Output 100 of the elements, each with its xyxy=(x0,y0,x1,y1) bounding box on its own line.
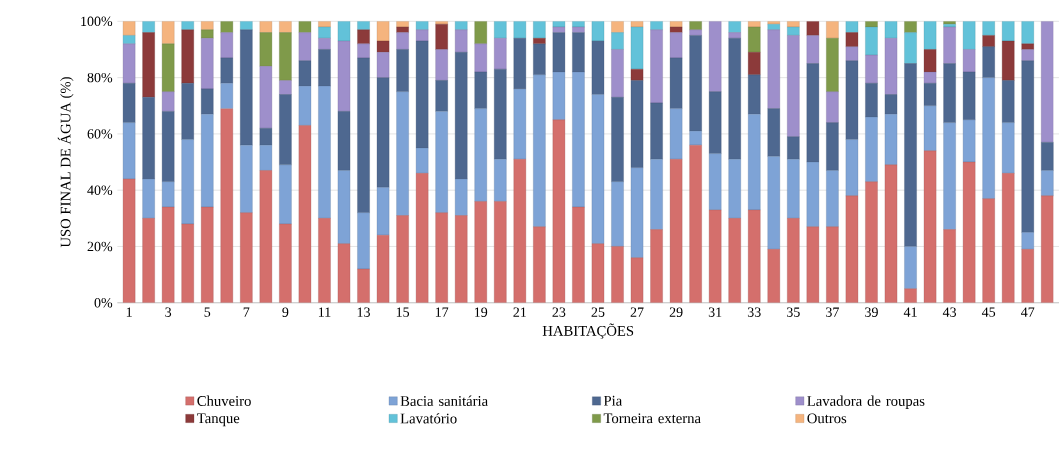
bar xyxy=(630,257,644,303)
bar xyxy=(708,209,722,303)
x-tick-label: 35 xyxy=(786,307,800,317)
x-tick-label: 29 xyxy=(669,307,683,317)
bar xyxy=(259,170,273,303)
bar xyxy=(435,23,448,50)
bar xyxy=(376,21,390,42)
bar xyxy=(845,32,859,47)
bar xyxy=(982,198,995,303)
bar xyxy=(494,38,507,70)
bar xyxy=(552,26,566,33)
y-tick-label: 80% xyxy=(87,72,113,83)
bar xyxy=(396,26,409,33)
bar xyxy=(669,159,683,303)
legend-label: Tanque xyxy=(197,413,240,427)
bar xyxy=(806,35,820,64)
bar xyxy=(650,229,663,303)
x-tick-label: 21 xyxy=(513,307,526,317)
bar xyxy=(161,206,175,303)
x-tick-label: 31 xyxy=(708,307,722,317)
bar xyxy=(923,21,937,50)
bar xyxy=(455,29,468,53)
bar xyxy=(357,268,370,303)
bar xyxy=(767,29,780,109)
bar xyxy=(240,212,253,303)
legend-label: Lavatório xyxy=(400,413,457,424)
bar xyxy=(161,21,175,44)
bar xyxy=(181,29,194,84)
legend-label: Outros xyxy=(807,413,847,424)
bar xyxy=(884,164,898,303)
bar xyxy=(474,201,487,303)
bar xyxy=(1021,21,1034,44)
x-tick-label: 39 xyxy=(865,307,878,317)
bar xyxy=(337,40,351,112)
bar xyxy=(669,26,683,33)
bar xyxy=(181,223,194,303)
bar xyxy=(1002,21,1015,42)
bar xyxy=(142,218,155,303)
bar xyxy=(591,243,605,303)
bar xyxy=(298,32,312,61)
bar xyxy=(1002,173,1015,303)
bar xyxy=(1021,249,1034,303)
x-axis-title: HABITAÇÕES xyxy=(542,323,634,339)
bar xyxy=(122,21,136,36)
bar xyxy=(982,21,995,36)
x-tick-label: 27 xyxy=(630,307,644,317)
bar xyxy=(689,29,702,36)
x-tick-label: 13 xyxy=(357,307,370,317)
bar xyxy=(962,21,976,50)
x-tick-label: 15 xyxy=(396,307,410,317)
x-tick-label: 17 xyxy=(435,307,449,317)
x-tick-label: 41 xyxy=(903,307,917,317)
bar xyxy=(884,38,898,95)
bar xyxy=(865,54,878,84)
x-tick-label: 5 xyxy=(204,307,211,317)
bar xyxy=(748,52,761,75)
bar xyxy=(767,249,780,303)
bar xyxy=(142,32,155,98)
x-tick-label: 7 xyxy=(243,307,250,317)
bar xyxy=(161,91,175,112)
bar xyxy=(415,173,429,303)
bar xyxy=(630,68,644,81)
bar xyxy=(1041,21,1054,143)
bar xyxy=(533,21,546,39)
bar xyxy=(611,32,624,50)
x-tick-label: 37 xyxy=(826,307,839,317)
y-tick-label: 0% xyxy=(94,297,113,308)
bar xyxy=(337,21,351,42)
bar xyxy=(552,119,566,303)
bar xyxy=(259,21,273,33)
bar xyxy=(142,21,155,33)
bar xyxy=(904,288,917,303)
bar xyxy=(826,21,839,39)
bar xyxy=(201,38,214,89)
bar xyxy=(962,49,976,73)
bar xyxy=(943,26,956,64)
y-axis-title: USO FINAL DE ÁGUA (%) xyxy=(57,77,74,248)
bar xyxy=(298,125,312,303)
bar xyxy=(279,21,292,33)
x-tick-label: 23 xyxy=(552,307,566,317)
bar xyxy=(435,49,448,81)
legend-label: Torneira externa xyxy=(603,413,701,424)
bar xyxy=(376,235,390,303)
bar xyxy=(865,181,878,303)
bar xyxy=(591,21,605,42)
bar xyxy=(1041,195,1054,303)
bar xyxy=(923,49,937,73)
legend-label: Chuveiro xyxy=(197,395,251,406)
bar xyxy=(279,223,292,303)
bar xyxy=(845,195,859,303)
bar xyxy=(318,218,331,303)
x-tick-label: 45 xyxy=(981,307,996,317)
bar xyxy=(826,91,839,123)
bar xyxy=(748,209,761,303)
bar xyxy=(845,46,859,61)
legend-label: Lavadora de roupas xyxy=(807,395,925,409)
bar xyxy=(787,35,800,137)
bar xyxy=(826,226,839,303)
bar xyxy=(923,71,937,84)
bar xyxy=(806,21,820,36)
